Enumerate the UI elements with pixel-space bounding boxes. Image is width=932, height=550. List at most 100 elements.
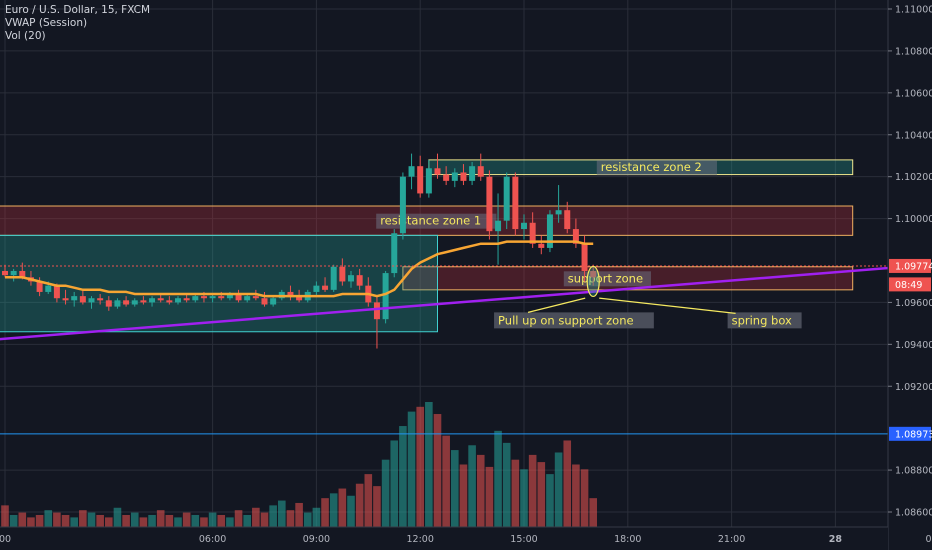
time-axis-bg	[0, 527, 888, 550]
zone-label-bg	[596, 160, 717, 176]
time-tick-label: 21:00	[718, 534, 745, 545]
volume-bar	[580, 469, 589, 527]
volume-bar	[130, 512, 139, 527]
candle-body	[2, 270, 8, 276]
annotation-bg	[494, 312, 654, 329]
candle-body	[88, 298, 95, 303]
volume-bar	[269, 505, 277, 527]
volume-bar	[502, 442, 511, 527]
candle-body	[451, 172, 458, 181]
candle-body	[408, 166, 415, 177]
trend-line[interactable]	[0, 254, 932, 341]
candle-body	[495, 220, 502, 232]
candle-body	[53, 285, 60, 299]
candle-body	[564, 210, 571, 230]
candlesticks	[2, 153, 597, 349]
volume-bar	[546, 474, 554, 527]
candle-body	[373, 302, 380, 320]
candle-body	[19, 270, 26, 278]
volume-bar	[35, 514, 44, 527]
volume-bar	[191, 514, 200, 527]
candle-body	[209, 296, 216, 299]
volume-bar	[425, 402, 433, 527]
volume-bar	[27, 517, 35, 527]
candle-body	[97, 298, 104, 301]
candle-body	[590, 270, 597, 278]
candle-body	[330, 266, 337, 290]
volume-bar	[252, 507, 260, 527]
volume-bar	[347, 495, 355, 527]
arrow-line	[527, 297, 586, 313]
volume-bar	[407, 411, 416, 527]
candle-body	[140, 300, 147, 303]
candle-body	[131, 300, 138, 305]
candle-body	[469, 166, 476, 181]
time-tick-label: 12:00	[407, 534, 434, 545]
volume-bar	[355, 483, 364, 527]
volume-bar	[476, 454, 485, 527]
volume-bar	[295, 502, 303, 527]
volume-indicator-label: Vol (20)	[5, 30, 46, 42]
zone-label: resistance zone 2	[601, 160, 702, 174]
price-tick-label: 1.10200	[895, 172, 932, 183]
candle-body	[512, 176, 519, 230]
volume-bar	[451, 450, 459, 527]
candle-body	[287, 291, 294, 297]
volume-bar	[303, 512, 312, 527]
price-label-bg	[889, 426, 931, 441]
time-tick-label: 06:00	[199, 534, 226, 545]
vwap-indicator-label: VWAP (Session)	[5, 17, 88, 29]
volume-bar	[572, 464, 580, 527]
volume-bar	[44, 510, 53, 527]
candle-body	[477, 166, 484, 177]
volume-bar	[312, 507, 321, 527]
candle-body	[270, 298, 277, 305]
volume-bar	[182, 512, 191, 527]
candle-body	[62, 298, 69, 301]
candle-body	[348, 275, 354, 282]
candle-body	[313, 285, 320, 292]
chart-legend: Euro / U.S. Dollar, 15, FXCM VWAP (Sessi…	[5, 4, 150, 43]
annotation-text: spring box	[732, 313, 792, 327]
price-tick-label: 1.09400	[895, 340, 932, 351]
volume-bar	[494, 430, 502, 527]
volume-bar	[226, 517, 234, 527]
price-label: 1.09774	[895, 261, 932, 272]
volume-bar	[260, 512, 269, 527]
candle-body	[581, 243, 588, 271]
candle-body	[572, 229, 579, 244]
annotation-bg	[727, 312, 802, 329]
price-tick-label: 1.10600	[895, 88, 932, 99]
price-label: 1.08973	[895, 429, 932, 440]
volume-bar	[122, 514, 130, 527]
symbol-title: Euro / U.S. Dollar, 15, FXCM	[5, 4, 151, 16]
price-tick-label: 1.09200	[895, 382, 932, 393]
candle-body	[244, 296, 251, 301]
volume-bar	[537, 462, 546, 527]
volume-bar	[390, 440, 399, 527]
volume-bar	[79, 510, 87, 527]
spring-box-ellipse	[586, 265, 600, 298]
volume-bar	[1, 505, 9, 527]
candle-body	[399, 176, 406, 234]
time-tick-label: 00	[0, 534, 11, 545]
annotation-text: Pull up on support zone	[498, 313, 634, 327]
volume-bar	[589, 498, 597, 527]
volume-bar	[139, 517, 148, 527]
volume-bar	[416, 406, 424, 527]
time-tick-label: 09:00	[303, 534, 330, 545]
volume-bar	[217, 514, 226, 527]
volume-bar	[459, 464, 468, 527]
volume-bar	[243, 514, 251, 527]
candle-body	[252, 296, 259, 299]
candle-body	[538, 243, 545, 248]
volume-bar	[87, 512, 96, 527]
time-tick-label: 03:00	[926, 534, 932, 545]
candle-body	[322, 285, 329, 290]
time-tick-label: 15:00	[510, 534, 537, 545]
volume-bar	[234, 510, 243, 527]
candle-body	[356, 275, 363, 286]
volume-bar	[61, 514, 70, 527]
